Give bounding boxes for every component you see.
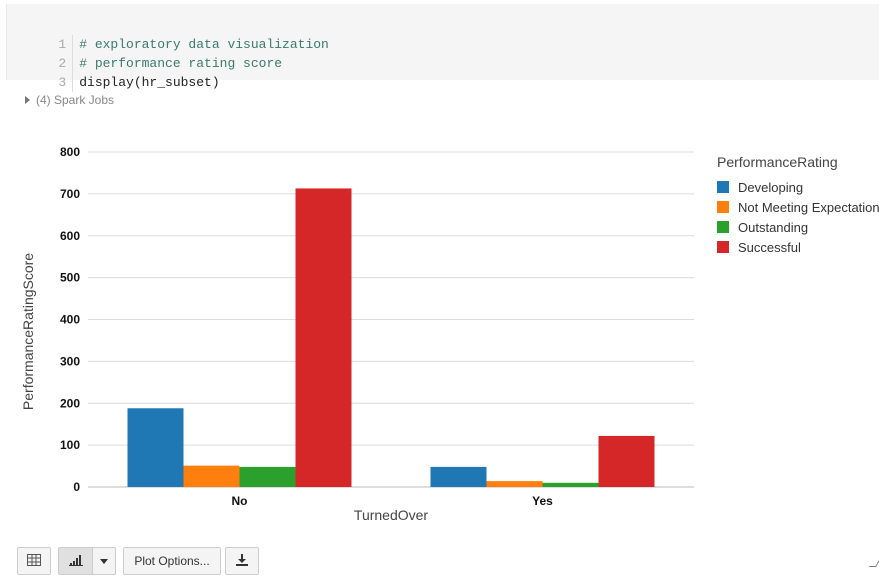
spark-jobs-label: (4) Spark Jobs: [36, 93, 115, 107]
bar: [430, 466, 487, 487]
bar-chart-icon: [69, 555, 83, 566]
legend-item: Developing: [717, 178, 879, 198]
legend-swatch: [717, 221, 729, 233]
x-tick-label: No: [232, 494, 248, 508]
legend-label: Developing: [738, 180, 804, 195]
legend-item: Successful: [717, 238, 879, 258]
y-tick-label: 400: [60, 313, 80, 327]
legend-swatch: [717, 181, 729, 193]
legend-label: Not Meeting Expectations: [738, 200, 879, 215]
bar: [127, 408, 184, 487]
bar: [486, 481, 543, 487]
y-tick-label: 100: [60, 438, 80, 452]
download-icon: [236, 554, 248, 566]
y-tick-label: 500: [60, 271, 80, 285]
legend-swatch: [717, 241, 729, 253]
code-text: # performance rating score: [79, 56, 283, 71]
code-line-3: 3 display(hr_subset): [7, 54, 220, 92]
y-tick-label: 0: [73, 480, 80, 494]
line-number: 3: [58, 75, 67, 90]
bar: [542, 482, 599, 487]
chart-legend: PerformanceRating Developing Not Meeting …: [717, 154, 879, 258]
y-axis-title: PerformanceRatingScore: [20, 253, 36, 410]
expand-triangle-icon: [25, 96, 30, 104]
legend-label: Successful: [738, 240, 801, 255]
code-cell[interactable]: 1 # exploratory data visualization 2 # per…: [6, 4, 879, 92]
chart-type-dropdown[interactable]: [92, 547, 116, 575]
y-tick-label: 800: [60, 145, 80, 159]
code-text: display(hr_subset): [79, 75, 220, 90]
x-tick-label: Yes: [532, 494, 553, 508]
legend-title: PerformanceRating: [717, 154, 838, 170]
bar: [239, 466, 296, 487]
bar: [183, 465, 240, 487]
table-view-button[interactable]: [17, 547, 51, 575]
x-axis-title: TurnedOver: [354, 507, 429, 523]
bar: [295, 188, 352, 487]
y-tick-label: 600: [60, 229, 80, 243]
legend-item: Not Meeting Expectations: [717, 198, 879, 218]
legend-item: Outstanding: [717, 218, 879, 238]
chevron-down-icon: [100, 559, 108, 564]
download-button[interactable]: [225, 547, 259, 575]
y-tick-label: 300: [60, 354, 80, 368]
legend-label: Outstanding: [738, 220, 809, 235]
y-tick-label: 200: [60, 396, 80, 410]
spark-jobs-toggle[interactable]: (4) Spark Jobs: [25, 93, 114, 107]
line-number: 1: [58, 37, 67, 52]
resize-handle[interactable]: [868, 560, 879, 567]
table-icon: [27, 554, 41, 566]
y-tick-label: 700: [60, 187, 80, 201]
code-text: # exploratory data visualization: [79, 37, 329, 52]
bar: [598, 435, 655, 487]
code-line-2: 2 # performance rating score: [7, 35, 282, 73]
chart-view-button[interactable]: [58, 547, 94, 575]
plot-options-button[interactable]: Plot Options...: [123, 547, 221, 575]
legend-swatch: [717, 201, 729, 213]
bar-chart: 0 100 200 300 400 500 600 700 800 No Yes TurnedOver…: [20, 145, 694, 523]
code-line-1: 1 # exploratory data visualization: [7, 16, 329, 54]
line-number: 2: [58, 56, 67, 71]
